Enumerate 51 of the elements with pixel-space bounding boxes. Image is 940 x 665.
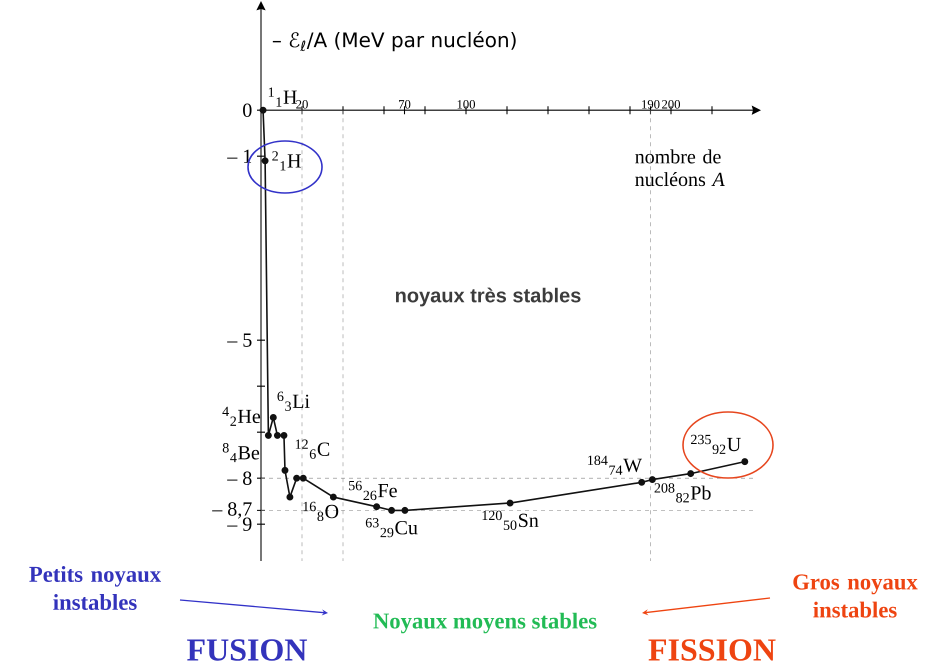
text: FISSION bbox=[648, 639, 776, 661]
y-tick-label: – 9 bbox=[227, 517, 252, 531]
point bbox=[270, 414, 277, 421]
y-tick-label: – 5 bbox=[227, 334, 252, 347]
annotation: 56$_{26}$Fe bbox=[349, 480, 397, 500]
annotation: noyaux très stables bbox=[396, 288, 581, 306]
point bbox=[506, 500, 514, 507]
point bbox=[282, 466, 288, 474]
point bbox=[648, 476, 656, 484]
point bbox=[687, 470, 694, 478]
annotation: 208$_{82}$Pb bbox=[654, 483, 711, 502]
text: Petits noyaux instables bbox=[29, 566, 161, 610]
point bbox=[260, 106, 267, 114]
annotation: 184$_{74}$W bbox=[588, 456, 642, 475]
text: Noyaux moyens stables bbox=[373, 612, 597, 634]
text: FUSION bbox=[187, 639, 308, 661]
annotation: 63$_{29}$Cu bbox=[366, 518, 418, 538]
point bbox=[300, 474, 307, 482]
y-tick-label: – 8,7 bbox=[212, 502, 252, 519]
point bbox=[274, 432, 281, 439]
annotation: 12$_{6}$C bbox=[296, 440, 330, 459]
point bbox=[293, 474, 300, 482]
x-tick-label: 70 bbox=[399, 100, 410, 109]
y-axis-title: – ℰ$_{ℓ}$/A (MeV par nucléon) bbox=[272, 31, 516, 52]
x-tick-label: 100 bbox=[458, 100, 476, 109]
x-tick-label: 190 bbox=[642, 100, 660, 109]
annotation: 6$_{3}$Li bbox=[278, 392, 310, 411]
y-tick-label: 0 bbox=[243, 103, 252, 117]
point bbox=[262, 157, 269, 164]
y-tick-label: – 8 bbox=[227, 471, 252, 485]
x-tick-label: 20 bbox=[296, 100, 308, 109]
y-tick-label: – 1 bbox=[227, 150, 252, 163]
annotation: 4$_{2}$He bbox=[222, 406, 260, 426]
x-tick-label: 200 bbox=[662, 100, 680, 109]
point bbox=[330, 494, 337, 501]
point bbox=[280, 432, 288, 439]
point bbox=[741, 458, 748, 466]
text: Gros noyaux instables bbox=[793, 574, 918, 618]
annotation: 235$_{92}$U bbox=[691, 434, 741, 454]
point bbox=[264, 432, 272, 439]
annotation: 2$_{1}$H bbox=[272, 151, 301, 170]
annotation: 8$_{4}$Be bbox=[222, 443, 260, 462]
point bbox=[638, 478, 646, 486]
point bbox=[286, 494, 294, 501]
annotation: 1$_{1}$H bbox=[268, 88, 297, 107]
annotation: 16$_{8}$O bbox=[304, 502, 338, 522]
point bbox=[388, 506, 396, 514]
annotation: 120$_{50}$Sn bbox=[482, 510, 539, 530]
point bbox=[401, 506, 408, 514]
point bbox=[373, 503, 380, 510]
x-axis-title: nombre de nucléons A bbox=[635, 149, 725, 186]
